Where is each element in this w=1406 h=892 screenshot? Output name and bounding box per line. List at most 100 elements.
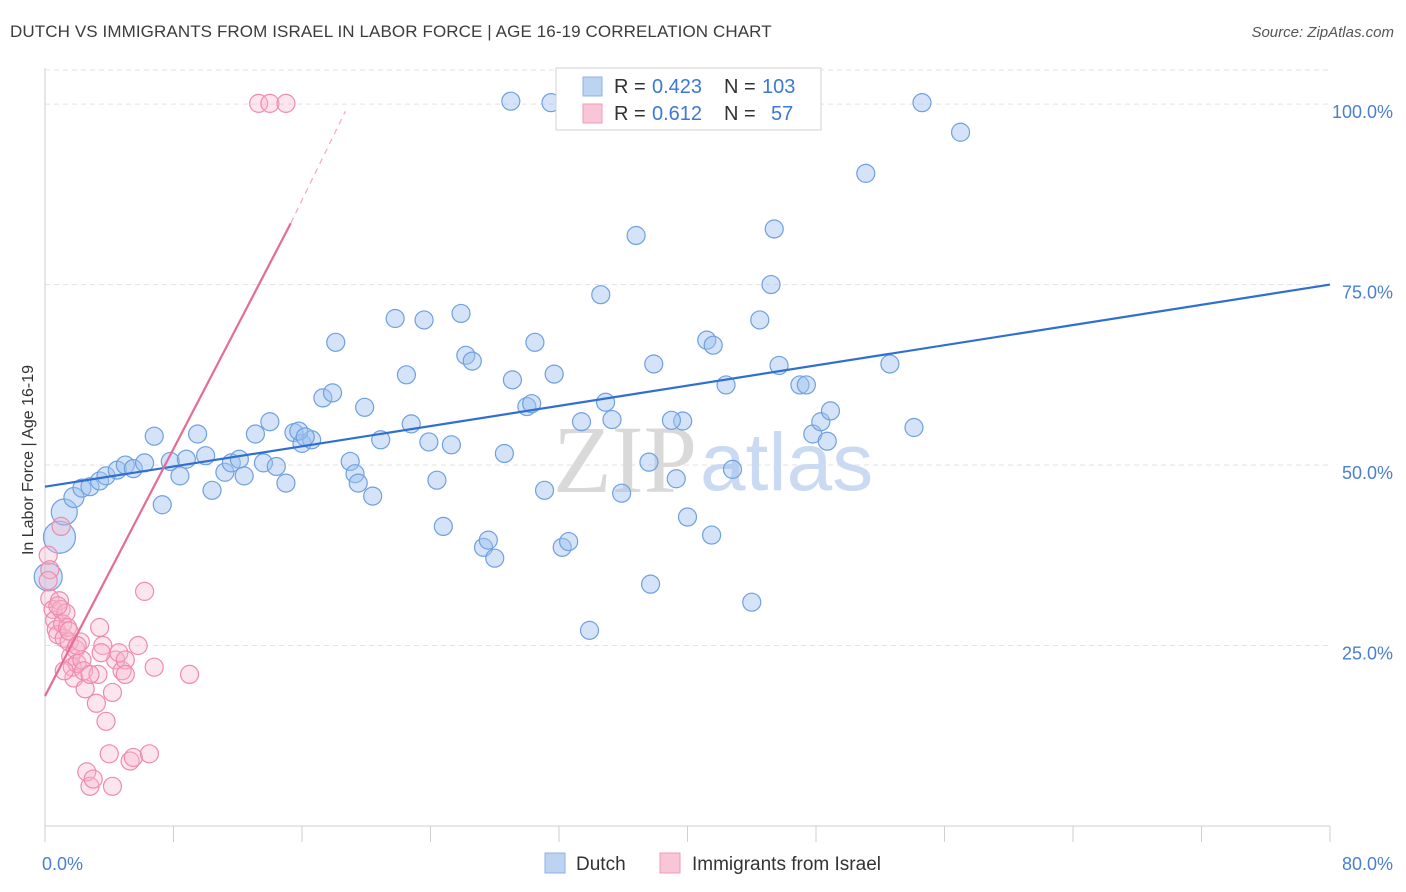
israel-point-41 bbox=[51, 516, 71, 537]
dutch-point-45 bbox=[427, 470, 447, 490]
israel-point-49 bbox=[123, 747, 143, 768]
israel-point-28 bbox=[88, 664, 108, 685]
dutch-point-1 bbox=[42, 520, 77, 554]
y-tick-label-2: 75.0% bbox=[1342, 283, 1393, 303]
israel-point-56 bbox=[179, 664, 200, 685]
dutch-point-91 bbox=[880, 354, 900, 374]
dutch-point-95 bbox=[501, 91, 521, 111]
dutch-point-84 bbox=[790, 375, 810, 395]
israel-point-37 bbox=[115, 650, 135, 670]
y-axis-title: In Labor Force | Age 16-19 bbox=[20, 365, 37, 555]
dutch-point-92 bbox=[904, 417, 924, 438]
dutch-point-52 bbox=[478, 530, 498, 550]
dutch-point-4 bbox=[72, 478, 92, 498]
dutch-point-69 bbox=[639, 452, 659, 472]
israel-point-52 bbox=[144, 657, 164, 677]
dutch-point-38 bbox=[363, 486, 383, 506]
dutch-point-36 bbox=[348, 473, 368, 493]
israel-point-47 bbox=[102, 776, 123, 796]
dutch-point-21 bbox=[229, 449, 249, 469]
legend-israel-n-label: N = bbox=[724, 103, 756, 125]
israel-point-54 bbox=[260, 93, 280, 113]
israel-point-30 bbox=[93, 635, 113, 656]
gridlines bbox=[45, 69, 1330, 647]
top-legend: R = 0.423 N = 103 R = 0.612 N = 57 bbox=[555, 67, 822, 131]
legend-israel-swatch bbox=[582, 103, 603, 124]
israel-point-42 bbox=[48, 596, 68, 616]
dutch-trend-line bbox=[44, 283, 1331, 488]
israel-point-53 bbox=[249, 93, 269, 113]
y-tick-label-3: 100.0% bbox=[1332, 102, 1393, 122]
israel-point-2 bbox=[38, 570, 58, 591]
dutch-point-46 bbox=[433, 516, 453, 537]
dutch-point-41 bbox=[396, 365, 417, 385]
dutch-point-65 bbox=[595, 392, 616, 412]
dutch-point-22 bbox=[234, 466, 254, 486]
israel-point-39 bbox=[128, 635, 148, 656]
dutch-point-96 bbox=[742, 592, 762, 612]
dutch-point-68 bbox=[626, 225, 646, 246]
y-tick-label-0: 25.0% bbox=[1342, 644, 1393, 664]
israel-point-45 bbox=[80, 664, 100, 685]
legend-israel-r-value: 0.612 bbox=[652, 103, 702, 125]
israel-point-26 bbox=[83, 769, 103, 789]
watermark: ZIP atlas bbox=[553, 406, 873, 513]
legend-israel-r-label: R = bbox=[614, 103, 646, 125]
dutch-point-50 bbox=[462, 351, 482, 371]
israel-point-31 bbox=[96, 711, 116, 731]
dutch-point-12 bbox=[144, 426, 164, 446]
israel-trend-line bbox=[44, 222, 292, 697]
dutch-point-72 bbox=[666, 469, 686, 489]
watermark-atlas: atlas bbox=[700, 417, 873, 508]
dutch-point-93 bbox=[912, 93, 932, 113]
dutch-points bbox=[33, 91, 971, 640]
dutch-point-44 bbox=[419, 432, 439, 452]
dutch-point-26 bbox=[266, 456, 286, 477]
bottom-legend-dutch-label: Dutch bbox=[576, 854, 626, 875]
israel-point-0 bbox=[38, 545, 58, 565]
dutch-point-102 bbox=[295, 427, 315, 447]
dutch-point-75 bbox=[697, 330, 717, 350]
dutch-point-53 bbox=[485, 548, 505, 568]
israel-point-40 bbox=[134, 581, 155, 601]
israel-point-7 bbox=[48, 625, 68, 645]
israel-point-55 bbox=[276, 93, 296, 113]
x-tick-label-0: 0.0% bbox=[42, 854, 83, 874]
legend-dutch-r-label: R = bbox=[614, 76, 646, 98]
dutch-point-59 bbox=[544, 364, 564, 384]
dutch-point-88 bbox=[817, 431, 837, 451]
legend-dutch-n-label: N = bbox=[724, 76, 756, 98]
y-tick-labels: 25.0% 50.0% 75.0% 100.0% bbox=[1332, 102, 1393, 663]
dutch-point-32 bbox=[322, 383, 343, 403]
dutch-point-89 bbox=[820, 401, 841, 421]
bottom-legend-dutch-swatch bbox=[544, 852, 566, 874]
dutch-point-81 bbox=[761, 274, 781, 295]
dutch-point-54 bbox=[494, 443, 514, 464]
dutch-point-76 bbox=[701, 525, 722, 545]
dutch-point-85 bbox=[796, 375, 816, 395]
dutch-point-87 bbox=[811, 412, 831, 432]
dutch-point-19 bbox=[215, 462, 235, 482]
dutch-point-55 bbox=[502, 370, 523, 390]
dutch-point-40 bbox=[385, 308, 405, 329]
dutch-point-43 bbox=[414, 310, 434, 330]
israel-point-24 bbox=[77, 762, 97, 782]
dutch-point-99 bbox=[661, 410, 682, 430]
legend-israel-n-value: 57 bbox=[771, 103, 793, 125]
chart-title: DUTCH VS IMMIGRANTS FROM ISRAEL IN LABOR… bbox=[10, 22, 772, 41]
dutch-point-64 bbox=[591, 285, 611, 305]
dutch-point-31 bbox=[313, 388, 333, 408]
trend-lines bbox=[44, 111, 1331, 697]
israel-points bbox=[38, 93, 296, 796]
israel-point-48 bbox=[115, 664, 135, 685]
dutch-point-13 bbox=[152, 495, 172, 515]
israel-point-32 bbox=[99, 744, 119, 764]
dutch-point-57 bbox=[525, 332, 545, 352]
dutch-point-37 bbox=[355, 397, 375, 417]
bottom-legend: Dutch Immigrants from Israel bbox=[544, 852, 881, 875]
dutch-point-16 bbox=[187, 424, 208, 444]
dutch-point-90 bbox=[856, 163, 876, 183]
dutch-point-82 bbox=[764, 219, 784, 239]
dutch-point-47 bbox=[441, 435, 461, 455]
